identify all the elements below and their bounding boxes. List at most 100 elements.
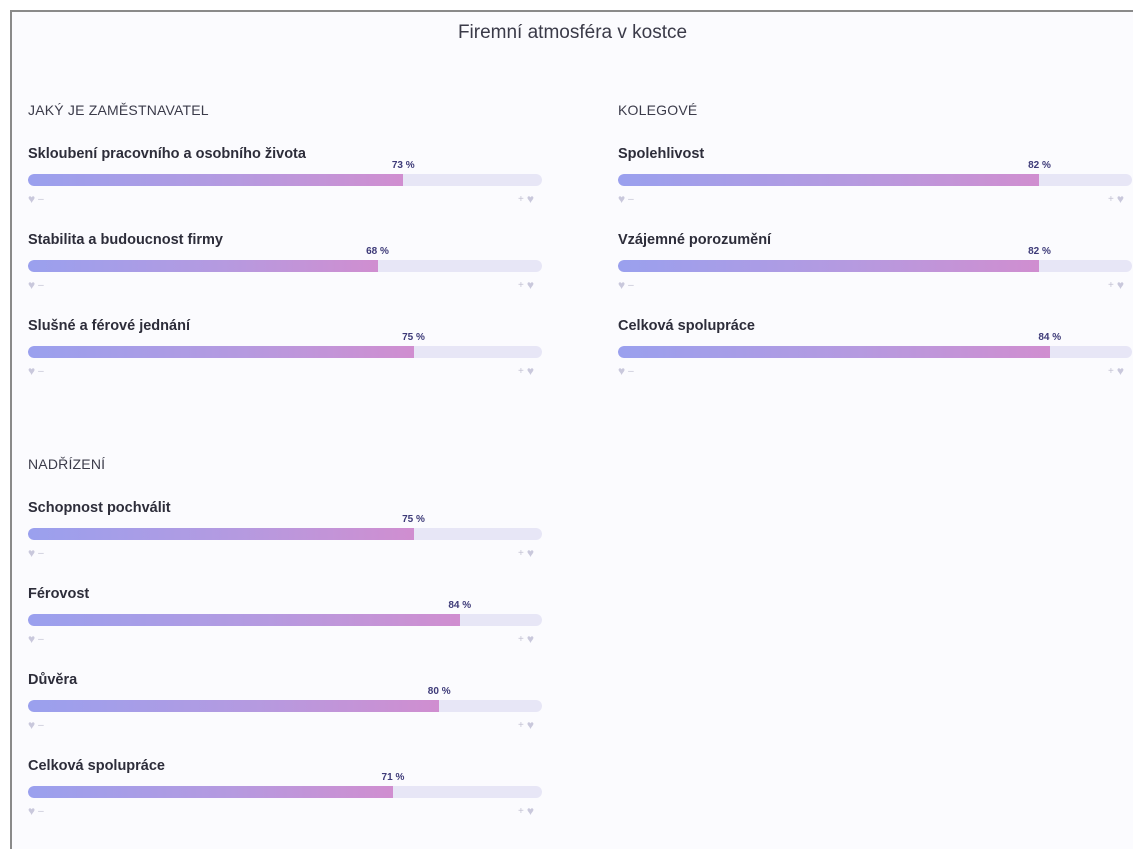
scale-high: + ♥: [1108, 365, 1124, 377]
scale-high-symbol: +: [518, 805, 524, 817]
progress-track: [28, 786, 542, 798]
section-title: KOLEGOVÉ: [618, 102, 698, 118]
scale-low: ♥ –: [618, 279, 634, 291]
progress-fill: [618, 174, 1040, 186]
progress-fill: [28, 700, 440, 712]
progress-fill: [28, 614, 460, 626]
section-2: NADŘÍZENÍ Schopnost pochválit 75 % ♥ – + ♥ Féro…: [28, 456, 542, 844]
percent-label: 80 %: [427, 686, 451, 697]
metric-row: Stabilita a budoucnost firmy 68 % ♥ – + ♥: [28, 232, 542, 318]
heart-icon: ♥: [1116, 278, 1124, 292]
heart-icon: ♥: [28, 278, 36, 292]
progress-fill: [618, 260, 1040, 272]
scale-high: + ♥: [518, 633, 534, 645]
heart-icon: ♥: [1116, 364, 1124, 378]
percent-label: 71 %: [381, 772, 405, 783]
heart-icon: ♥: [28, 718, 36, 732]
scale-low-symbol: –: [628, 193, 634, 205]
scale-high: + ♥: [518, 547, 534, 559]
progress-fill: [618, 346, 1050, 358]
metric-row: Skloubení pracovního a osobního života 73…: [28, 146, 542, 232]
metric-label: Celková spolupráce: [618, 318, 755, 334]
progress-track: [28, 528, 542, 540]
progress-track: [28, 346, 542, 358]
heart-icon: ♥: [526, 804, 534, 818]
progress-track: [618, 346, 1132, 358]
scale-low: ♥ –: [28, 633, 44, 645]
metric-label: Skloubení pracovního a osobního života: [28, 146, 306, 162]
heart-icon: ♥: [526, 632, 534, 646]
heart-icon: ♥: [526, 192, 534, 206]
percent-label: 82 %: [1028, 160, 1051, 171]
heart-icon: ♥: [526, 546, 534, 560]
scale-low-symbol: –: [628, 279, 634, 291]
percent-label: 82 %: [1028, 246, 1051, 257]
scale-high-symbol: +: [518, 365, 524, 377]
scale-low: ♥ –: [28, 279, 44, 291]
scale-high-symbol: +: [1108, 193, 1114, 205]
metric-row: Férovost 84 % ♥ – + ♥: [28, 586, 542, 672]
section-1: KOLEGOVÉ Spolehlivost 82 % ♥ – + ♥ Vzájemné por…: [618, 102, 1132, 404]
scale-low: ♥ –: [28, 547, 44, 559]
scale-high-symbol: +: [518, 279, 524, 291]
scale-high-symbol: +: [518, 193, 524, 205]
heart-icon: ♥: [28, 632, 36, 646]
percent-label: 68 %: [366, 246, 389, 257]
scale-low: ♥ –: [28, 719, 44, 731]
heart-icon: ♥: [526, 364, 534, 378]
scale-high-symbol: +: [518, 719, 524, 731]
heart-icon: ♥: [28, 192, 36, 206]
scale-low-symbol: –: [38, 719, 44, 731]
progress-track: [28, 700, 542, 712]
scale-high: + ♥: [518, 365, 534, 377]
scale-low: ♥ –: [28, 805, 44, 817]
scale-low: ♥ –: [28, 193, 44, 205]
metric-row: Vzájemné porozumění 82 % ♥ – + ♥: [618, 232, 1132, 318]
scale-high: + ♥: [518, 193, 534, 205]
scale-low-symbol: –: [628, 365, 634, 377]
section-title: JAKÝ JE ZAMĚSTNAVATEL: [28, 102, 209, 118]
scale-low: ♥ –: [28, 365, 44, 377]
scale-high-symbol: +: [1108, 365, 1114, 377]
percent-label: 75 %: [402, 332, 425, 343]
metric-row: Schopnost pochválit 75 % ♥ – + ♥: [28, 500, 542, 586]
heart-icon: ♥: [618, 192, 626, 206]
scale-high: + ♥: [1108, 279, 1124, 291]
heart-icon: ♥: [618, 364, 626, 378]
scale-high-symbol: +: [518, 547, 524, 559]
metric-label: Důvěra: [28, 672, 78, 688]
progress-fill: [28, 786, 393, 798]
atmosphere-panel: Firemní atmosféra v kostce JAKÝ JE ZAMĚS…: [10, 10, 1133, 849]
scale-high-symbol: +: [518, 633, 524, 645]
page-title: Firemní atmosféra v kostce: [457, 22, 688, 43]
scale-low-symbol: –: [38, 633, 44, 645]
scale-low-symbol: –: [38, 805, 44, 817]
metric-row: Důvěra 80 % ♥ – + ♥: [28, 672, 542, 758]
percent-label: 84 %: [448, 600, 472, 611]
heart-icon: ♥: [618, 278, 626, 292]
progress-track: [618, 174, 1132, 186]
heart-icon: ♥: [28, 546, 36, 560]
progress-fill: [28, 528, 414, 540]
metric-label: Stabilita a budoucnost firmy: [28, 232, 223, 248]
scale-low-symbol: –: [38, 365, 44, 377]
progress-track: [28, 260, 542, 272]
progress-fill: [28, 346, 414, 358]
percent-label: 75 %: [402, 514, 425, 525]
metric-label: Spolehlivost: [618, 146, 705, 162]
percent-label: 73 %: [391, 160, 415, 171]
heart-icon: ♥: [28, 364, 36, 378]
metric-label: Vzájemné porozumění: [618, 232, 772, 248]
scale-low-symbol: –: [38, 547, 44, 559]
metric-row: Slušné a férové jednání 75 % ♥ – + ♥: [28, 318, 542, 404]
heart-icon: ♥: [526, 718, 534, 732]
section-0: JAKÝ JE ZAMĚSTNAVATEL Skloubení pracovníh…: [28, 102, 542, 404]
scale-high-symbol: +: [1108, 279, 1114, 291]
heart-icon: ♥: [526, 278, 534, 292]
metric-row: Celková spolupráce 71 % ♥ – + ♥: [28, 758, 542, 844]
scale-high: + ♥: [518, 805, 534, 817]
metric-label: Schopnost pochválit: [28, 500, 171, 516]
metric-row: Celková spolupráce 84 % ♥ – + ♥: [618, 318, 1132, 404]
metric-label: Férovost: [28, 586, 90, 602]
progress-fill: [28, 260, 378, 272]
